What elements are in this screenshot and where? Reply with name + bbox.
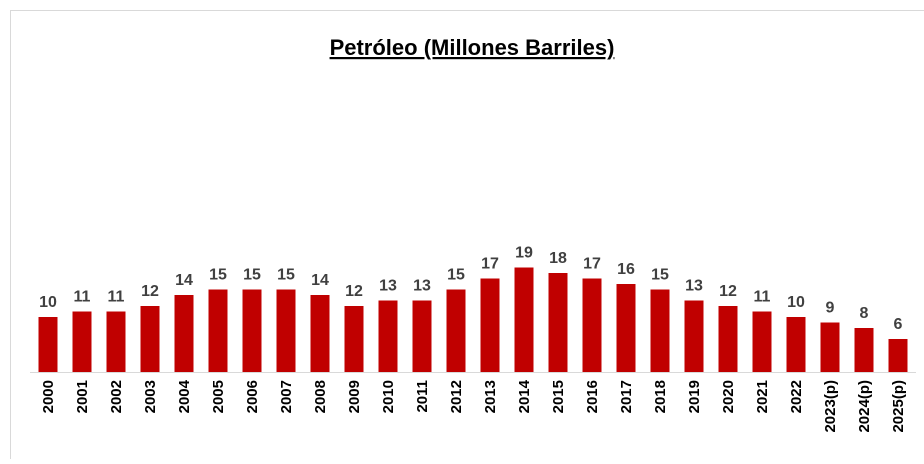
x-tick-label: 2022	[788, 380, 805, 413]
x-tick-label: 2012	[448, 380, 465, 413]
x-tick-label: 2020	[720, 380, 737, 413]
data-label: 11	[108, 289, 125, 306]
bar	[617, 284, 636, 372]
bar	[855, 328, 874, 372]
x-tick-label: 2016	[584, 380, 601, 413]
bar	[787, 317, 806, 372]
x-tick-label: 2005	[210, 380, 227, 413]
bar	[515, 268, 534, 373]
bar	[413, 301, 432, 373]
x-tick-label: 2009	[346, 380, 363, 413]
x-tick-label: 2000	[40, 380, 57, 413]
data-label: 10	[787, 294, 805, 311]
x-tick-label: 2025(p)	[890, 380, 907, 433]
bar	[311, 295, 330, 372]
x-tick-label: 2006	[244, 380, 261, 413]
x-tick-label: 2011	[414, 380, 431, 413]
bar	[481, 279, 500, 373]
bar	[379, 301, 398, 373]
data-label: 15	[243, 267, 261, 284]
bar	[447, 290, 466, 373]
x-tick-label: 2024(p)	[856, 380, 873, 433]
data-label: 9	[826, 300, 835, 317]
x-tick-label: 2017	[618, 380, 635, 413]
x-tick-label: 2013	[482, 380, 499, 413]
x-tick-label: 2007	[278, 380, 295, 413]
x-tick-label: 2010	[380, 380, 397, 413]
bar	[889, 339, 908, 372]
data-label: 15	[447, 267, 465, 284]
data-label: 16	[617, 261, 635, 278]
data-label: 17	[481, 256, 499, 273]
data-label: 11	[754, 289, 771, 306]
bar	[209, 290, 228, 373]
data-label: 13	[685, 278, 703, 295]
bar	[277, 290, 296, 373]
x-tick-label: 2001	[74, 380, 91, 413]
x-tick-label: 2023(p)	[822, 380, 839, 433]
bar	[73, 312, 92, 373]
data-label: 12	[141, 283, 159, 300]
chart-title: Petróleo (Millones Barriles)	[330, 35, 615, 60]
bar	[39, 317, 58, 372]
data-label: 12	[719, 283, 737, 300]
data-label: 13	[413, 278, 431, 295]
bar	[685, 301, 704, 373]
data-label: 14	[311, 272, 329, 289]
data-label: 13	[379, 278, 397, 295]
x-tick-label: 2021	[754, 380, 771, 413]
x-tick-label: 2002	[108, 380, 125, 413]
x-tick-label: 2018	[652, 380, 669, 413]
bar	[107, 312, 126, 373]
data-label: 15	[277, 267, 295, 284]
data-label: 15	[651, 267, 669, 284]
x-tick-label: 2015	[550, 380, 567, 413]
x-tick-label: 2003	[142, 380, 159, 413]
bar	[583, 279, 602, 373]
bar	[175, 295, 194, 372]
bar	[141, 306, 160, 372]
data-label: 10	[39, 294, 57, 311]
data-label: 12	[345, 283, 363, 300]
x-tick-label: 2014	[516, 379, 533, 413]
data-label: 8	[860, 305, 869, 322]
data-label: 11	[74, 289, 91, 306]
bar	[243, 290, 262, 373]
bar	[345, 306, 364, 372]
x-tick-label: 2019	[686, 380, 703, 413]
bar	[549, 273, 568, 372]
x-tick-label: 2004	[176, 379, 193, 413]
x-tick-label: 2008	[312, 380, 329, 413]
data-label: 17	[583, 256, 601, 273]
data-label: 15	[209, 267, 227, 284]
bar	[719, 306, 738, 372]
data-label: 19	[515, 245, 533, 262]
bar	[753, 312, 772, 373]
data-label: 6	[894, 316, 903, 333]
data-label: 14	[175, 272, 193, 289]
data-label: 18	[549, 250, 567, 267]
bar	[821, 323, 840, 373]
bar	[651, 290, 670, 373]
